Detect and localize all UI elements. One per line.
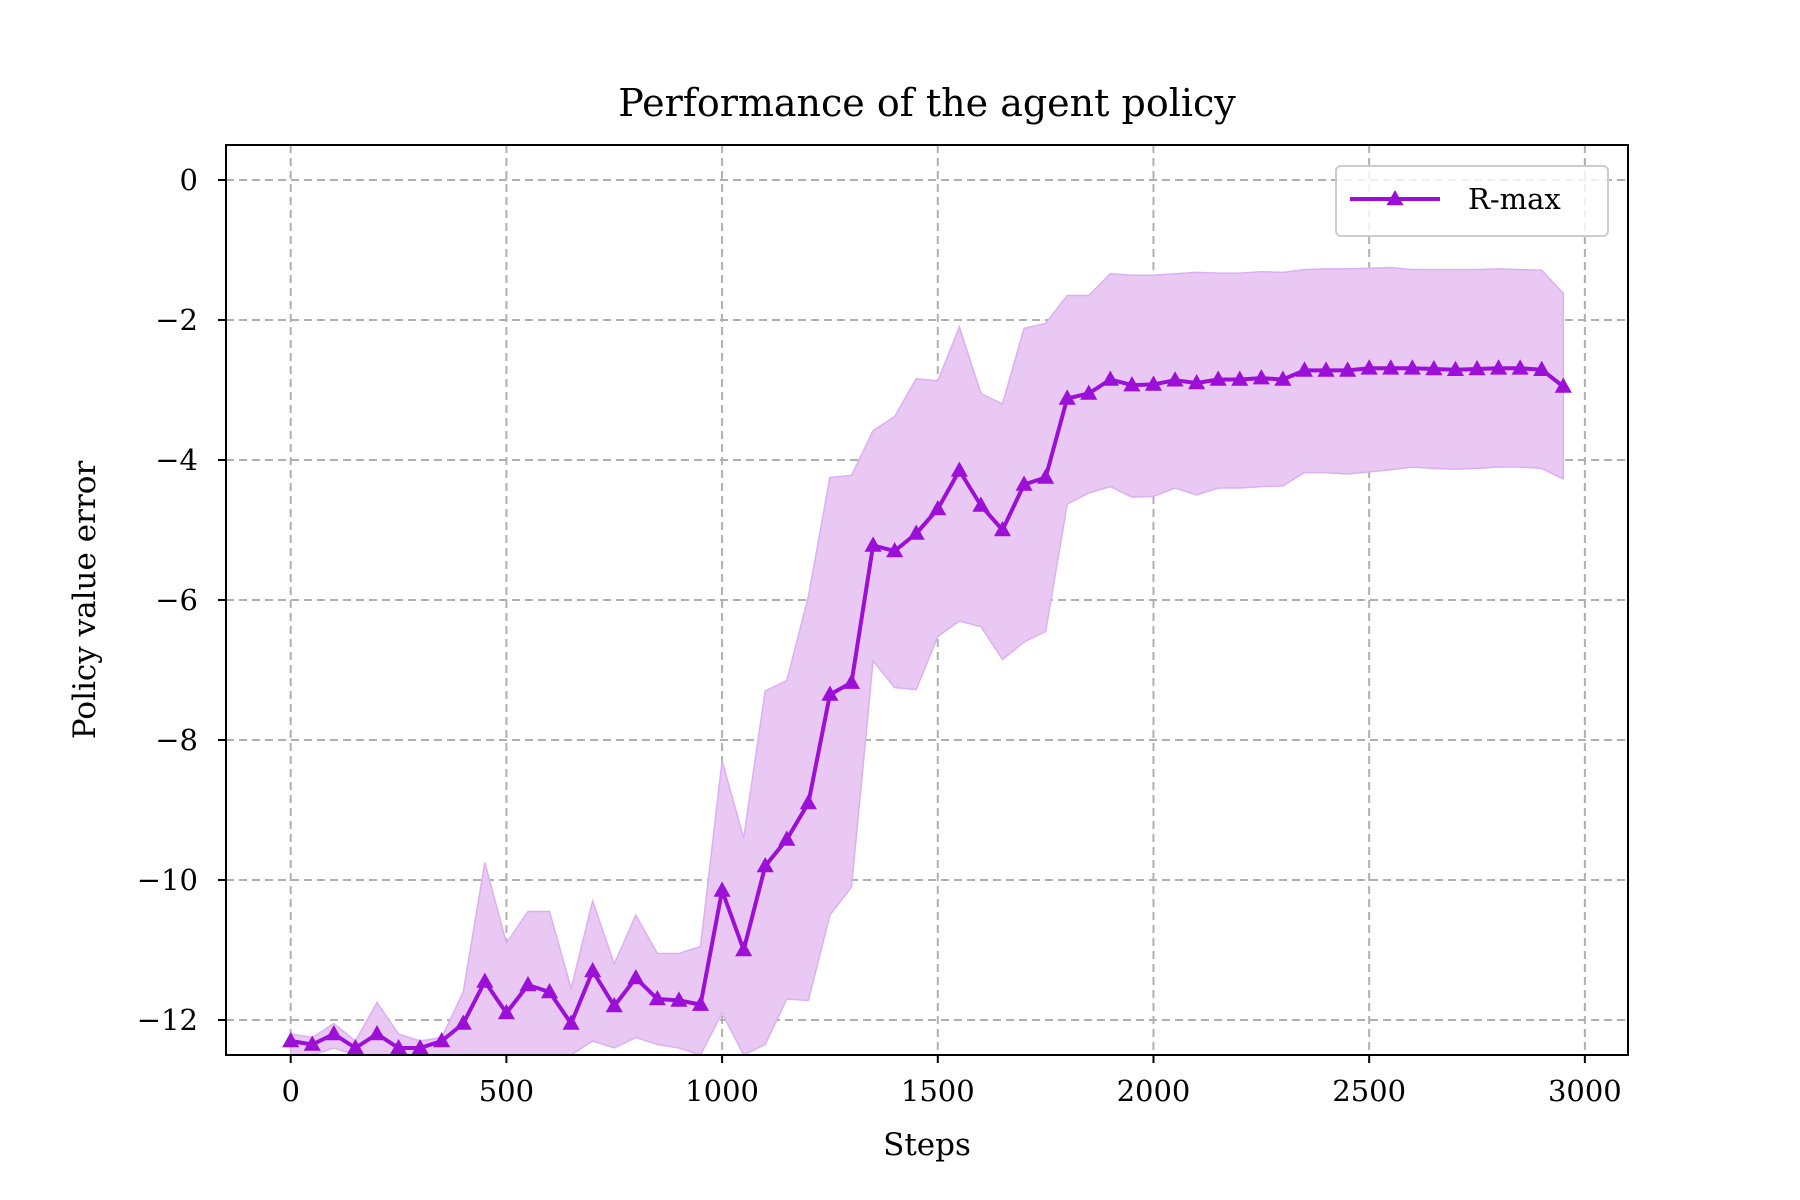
data-point-marker [670,991,688,1007]
data-point-marker [1037,468,1055,484]
data-point-marker [1058,389,1076,405]
x-axis-label: Steps [883,1127,971,1163]
data-point-marker [282,1032,300,1048]
data-point-marker [368,1025,386,1041]
data-point-marker [691,995,710,1011]
data-point-marker [821,685,839,701]
y-tick-label: −8 [155,723,198,757]
data-point-marker [519,976,537,992]
data-point-marker [411,1039,429,1055]
data-point-marker [1209,370,1227,386]
data-point-marker [540,983,559,999]
y-tick-label: −6 [155,583,198,617]
data-point-marker [907,524,925,540]
axis-ticks: 0 500 1000 1500 2000 2500 3000 0 −2 −4 −6 −8 −10 −12 [137,163,1622,1108]
data-point-marker [993,521,1012,537]
data-point-marker [584,962,602,978]
data-point-marker [454,1014,472,1030]
series-marker-layer [282,359,1572,1055]
data-point-marker [735,941,753,957]
data-point-marker [562,1014,580,1030]
y-tick-label: −12 [137,1003,198,1037]
data-point-marker [346,1039,364,1055]
data-point-marker [648,990,666,1006]
y-tick-label: 0 [180,163,198,197]
data-point-marker [1101,370,1119,386]
x-tick-label: 0 [281,1074,299,1108]
data-point-marker [627,969,645,985]
x-tick-label: 1000 [685,1074,759,1108]
data-point-marker [325,1025,343,1041]
data-point-marker [842,673,861,689]
data-point-marker [1468,360,1486,376]
y-tick-label: −4 [155,443,198,477]
data-point-marker [1188,374,1206,390]
data-point-marker [950,461,968,477]
data-point-marker [1339,361,1357,377]
data-point-marker [1015,475,1033,491]
legend-box [1335,165,1609,237]
x-tick-label: 2500 [1332,1074,1406,1108]
data-point-marker [1446,360,1464,376]
data-point-marker [605,997,623,1013]
data-point-marker [929,500,947,516]
data-point-marker [1080,384,1098,400]
y-tick-label: −2 [155,303,198,337]
data-point-marker [1252,369,1270,385]
data-point-marker [1317,361,1335,377]
data-point-marker [1511,359,1529,375]
data-point-marker [756,857,774,873]
data-point-marker [1490,359,1508,375]
data-point-marker [1425,360,1443,376]
data-point-marker [713,881,731,897]
data-point-marker [972,496,990,512]
data-point-marker [476,972,494,988]
data-point-marker [390,1039,408,1055]
data-point-marker [1231,370,1249,386]
legend: R-max [1335,165,1609,237]
y-axis-label: Policy value error [67,461,103,740]
x-tick-label: 3000 [1548,1074,1622,1108]
data-point-marker [778,830,796,846]
data-point-marker [433,1032,451,1048]
data-point-marker [1123,376,1141,392]
data-point-marker [1144,375,1163,391]
data-point-marker [1533,360,1551,376]
data-point-marker [1295,361,1314,377]
data-point-marker [1166,371,1184,387]
x-tick-label: 2000 [1117,1074,1191,1108]
x-tick-label: 1500 [901,1074,975,1108]
data-point-marker [303,1035,321,1051]
legend-label-r-max: R-max [1468,182,1561,216]
data-point-marker [864,536,882,552]
data-point-marker [1360,359,1378,375]
legend-triangle-marker [1386,190,1404,206]
data-point-marker [1382,359,1400,375]
data-point-marker [1274,370,1292,386]
data-point-marker [497,1004,515,1020]
y-tick-label: −10 [137,863,198,897]
chart-title: Performance of the agent policy [618,81,1236,125]
data-point-marker [886,542,904,558]
data-point-marker [799,794,817,810]
data-point-marker [1554,377,1572,393]
x-tick-label: 500 [479,1074,534,1108]
data-point-marker [1403,359,1421,375]
